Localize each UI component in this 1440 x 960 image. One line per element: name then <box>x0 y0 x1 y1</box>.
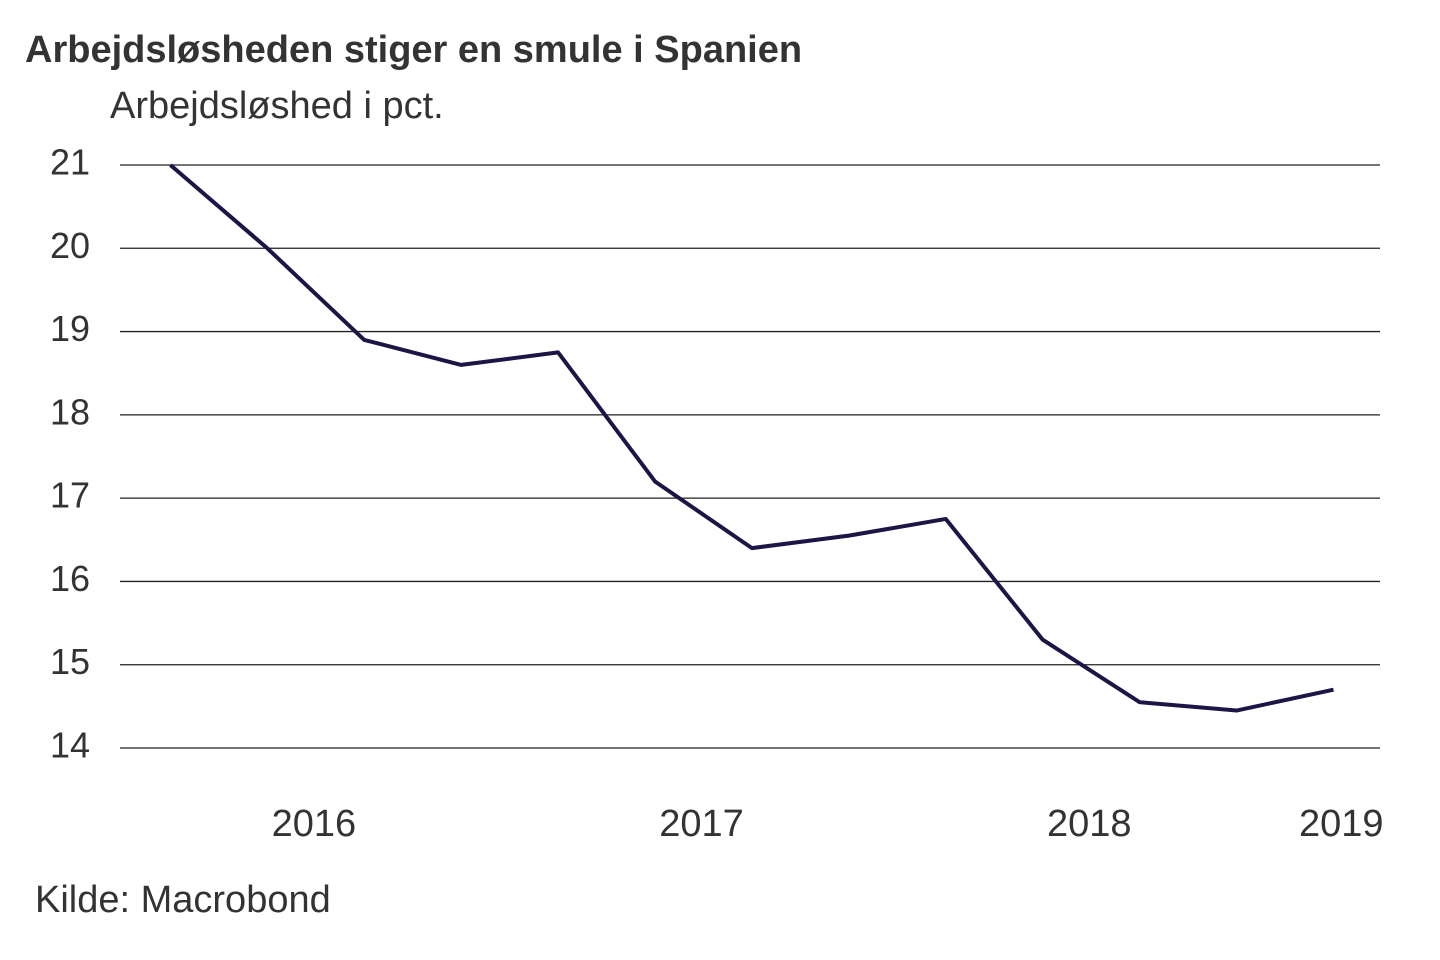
data-line <box>169 163 1334 713</box>
x-tick-label: 2019 <box>1299 803 1384 845</box>
source-note: Kilde: Macrobond <box>35 879 331 921</box>
chart-subtitle: Arbejdsløshed i pct. <box>110 85 444 127</box>
y-tick-label: 15 <box>50 641 90 682</box>
x-tick-label: 2017 <box>659 803 744 845</box>
y-tick-label: 18 <box>50 391 90 432</box>
y-tick-label: 20 <box>50 225 90 266</box>
y-tick-label: 19 <box>50 308 90 349</box>
x-tick-label: 2018 <box>1047 803 1132 845</box>
chart-title: Arbejdsløsheden stiger en smule i Spanie… <box>25 29 802 71</box>
y-tick-label: 16 <box>50 558 90 599</box>
x-tick-label: 2016 <box>272 803 357 845</box>
y-tick-label: 21 <box>50 142 90 183</box>
y-tick-label: 17 <box>50 475 90 516</box>
y-tick-label: 14 <box>50 725 90 766</box>
